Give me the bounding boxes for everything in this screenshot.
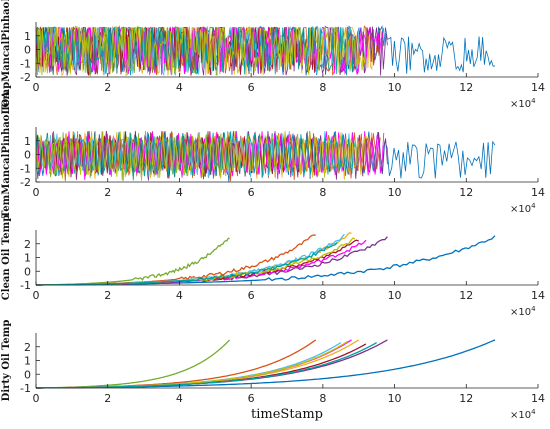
x-tick-label: 8 <box>319 392 326 405</box>
series-line-9 <box>36 242 338 286</box>
y-tick-label: 2 <box>24 341 31 354</box>
x-tick-label: 12 <box>459 186 473 199</box>
series-group <box>36 131 496 182</box>
x-tick-label: 2 <box>104 81 111 94</box>
x-tick-label: 2 <box>104 186 111 199</box>
x-multiplier-label: ×104 <box>510 202 536 215</box>
x-tick-label: 12 <box>459 289 473 302</box>
panel-temp-mancal-pinhao-la: TempMancalPinhaoLA ×104 0 2 4 6 8 10 12 14 -2-10… <box>1 0 545 112</box>
x-tick-label: 8 <box>319 81 326 94</box>
y-tick-label: 1 <box>24 135 31 148</box>
x-multiplier-label: ×104 <box>510 305 536 318</box>
x-tick-label: 2 <box>104 289 111 302</box>
x-tick-label: 4 <box>176 289 183 302</box>
x-multiplier-label: ×104 <box>510 408 536 421</box>
x-tick-label: 4 <box>176 81 183 94</box>
x-tick-label: 8 <box>319 289 326 302</box>
x-tick-label: 0 <box>33 81 40 94</box>
x-tick-label: 4 <box>176 392 183 405</box>
y-tick-label: -1 <box>20 279 31 292</box>
y-axis-label: TempMancalPinhaoLA <box>1 0 12 112</box>
series-line-9 <box>36 342 377 389</box>
series-group <box>36 339 496 389</box>
y-tick-label: 2 <box>24 238 31 251</box>
x-tick-label: 8 <box>319 186 326 199</box>
x-tick-label: 14 <box>531 392 545 405</box>
series-line-1 <box>36 339 231 389</box>
series-group <box>36 232 496 286</box>
x-tick-label: 10 <box>388 289 402 302</box>
x-axis-label: timeStamp <box>251 407 323 422</box>
panel-tem-mancal-pinhao-loa: TemMancalPinhaoLOA ×104 0 2 4 6 8 10 12 14 -2-10… <box>1 91 545 218</box>
x-tick-label: 6 <box>248 81 255 94</box>
x-tick-label: 12 <box>459 81 473 94</box>
series-line-0 <box>36 339 496 389</box>
y-axis-label: TemMancalPinhaoLOA <box>1 91 12 218</box>
x-tick-label: 10 <box>388 392 402 405</box>
x-tick-label: 4 <box>176 186 183 199</box>
x-tick-label: 2 <box>104 392 111 405</box>
y-tick-label: 0 <box>24 368 31 381</box>
y-tick-label: 1 <box>24 30 31 43</box>
x-tick-label: 14 <box>531 289 545 302</box>
y-tick-label: 0 <box>24 149 31 162</box>
x-tick-label: 14 <box>531 186 545 199</box>
x-tick-label: 10 <box>388 81 402 94</box>
y-tick-label: -1 <box>20 162 31 175</box>
x-tick-label: 0 <box>33 289 40 302</box>
y-tick-label: 1 <box>24 355 31 368</box>
series-line-2 <box>36 339 317 389</box>
series-group <box>36 25 496 77</box>
series-line-9 <box>36 25 367 77</box>
panel-dirty-oil-temp: Dirty Oil Temp ×104 timeStamp 0 2 4 6 8 10 12 1… <box>1 320 545 422</box>
x-tick-label: 12 <box>459 392 473 405</box>
y-tick-label: -2 <box>20 71 31 84</box>
y-tick-label: 0 <box>24 265 31 278</box>
x-tick-label: 6 <box>248 186 255 199</box>
x-tick-label: 6 <box>248 392 255 405</box>
y-tick-label: 0 <box>24 44 31 57</box>
series-line-9 <box>36 131 367 181</box>
x-tick-label: 10 <box>388 186 402 199</box>
y-tick-label: -1 <box>20 57 31 70</box>
y-tick-label: 1 <box>24 252 31 265</box>
x-tick-label: 14 <box>531 81 545 94</box>
series-line-2 <box>36 234 316 286</box>
y-tick-label: -2 <box>20 176 31 189</box>
series-line-8 <box>36 131 356 181</box>
y-tick-label: -1 <box>20 382 31 395</box>
x-tick-label: 6 <box>248 289 255 302</box>
x-multiplier-label: ×104 <box>510 97 536 110</box>
series-line-8 <box>36 25 356 76</box>
x-tick-label: 0 <box>33 392 40 405</box>
y-axis-label: Clean Oil Temp <box>1 215 12 300</box>
y-axis-label: Dirty Oil Temp <box>1 320 12 402</box>
x-tick-label: 0 <box>33 186 40 199</box>
